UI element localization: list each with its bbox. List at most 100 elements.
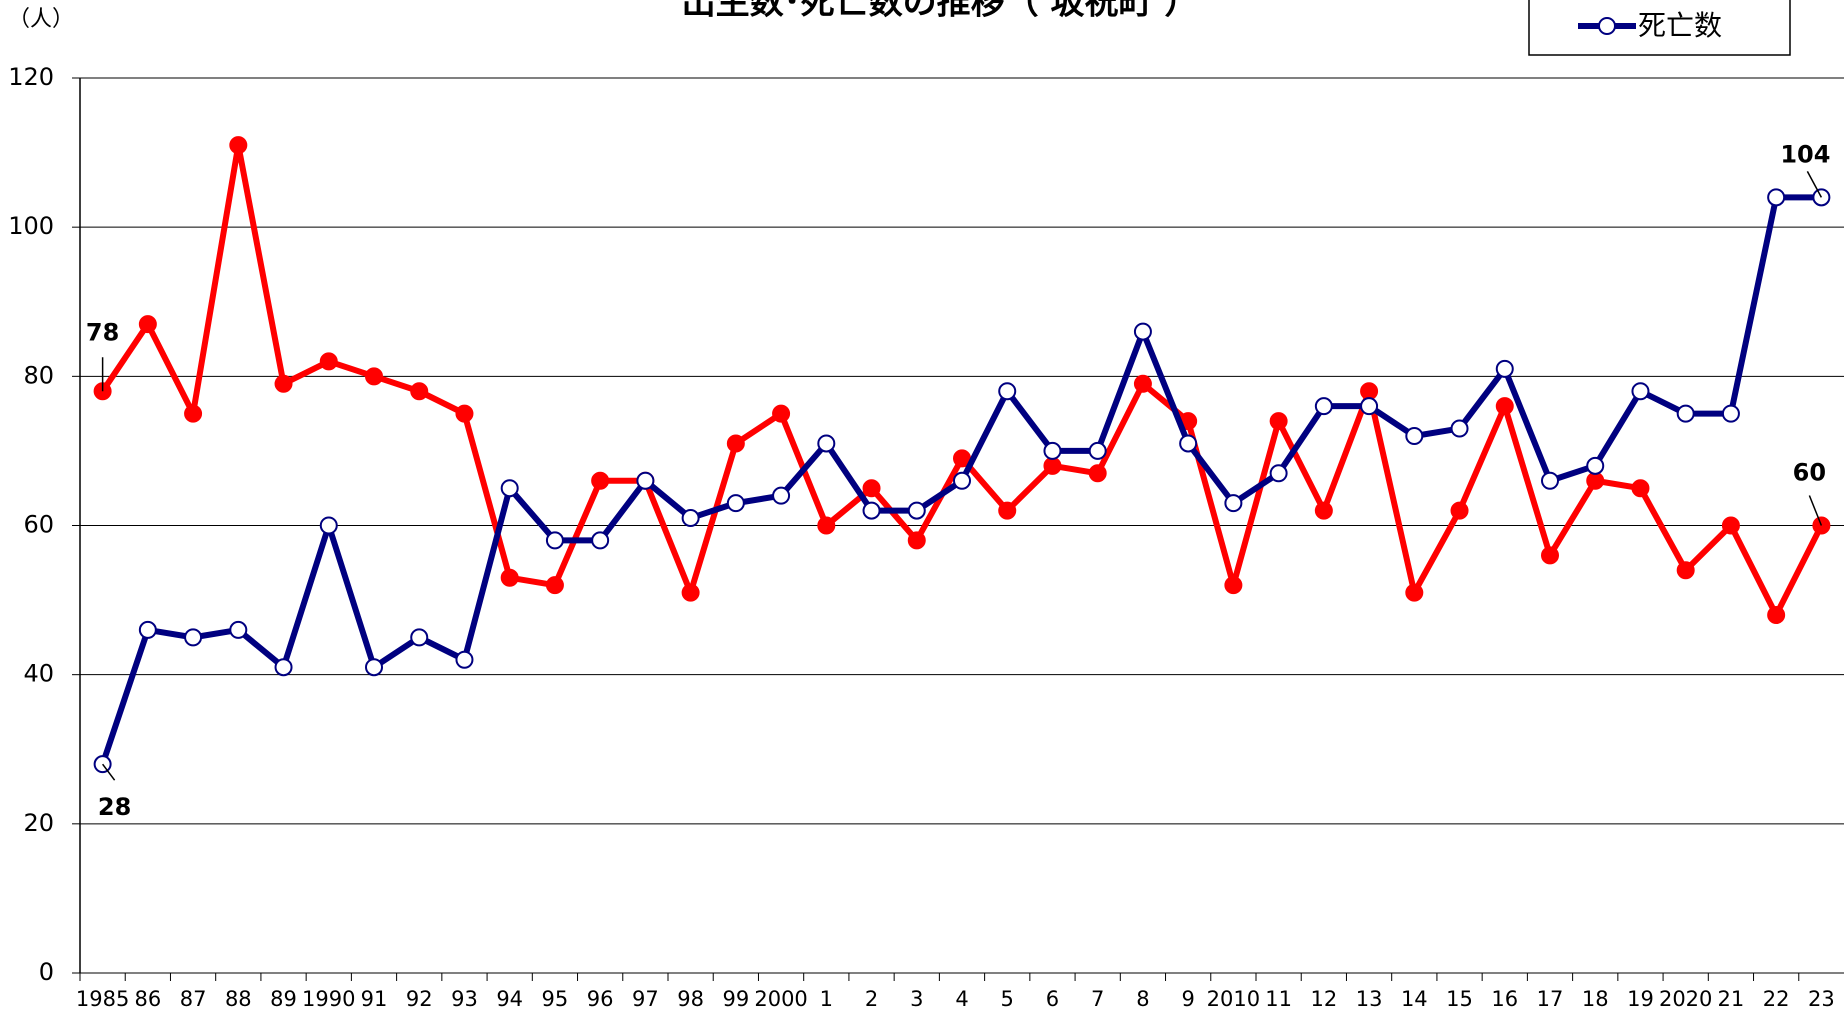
x-tick-label: 14 [1401,987,1428,1011]
marker [138,620,157,639]
marker [365,658,383,677]
marker [1450,419,1469,438]
x-tick-label: 23 [1808,987,1835,1011]
data-label: 104 [1780,140,1830,168]
marker [1179,434,1198,453]
x-tick-label: 4 [955,987,968,1011]
marker [1495,359,1514,378]
marker [1043,441,1062,460]
marker [1676,404,1695,423]
marker [319,516,338,535]
x-tick-label: 98 [677,987,704,1011]
leader-line [1808,495,1823,526]
marker [319,352,338,371]
leader-line [1806,170,1823,198]
marker [455,650,474,669]
x-tick-label: 89 [270,987,297,1011]
x-tick-label: 9 [1181,987,1194,1011]
x-tick-label: 16 [1491,987,1518,1011]
series-line [100,142,1825,618]
y-tick-label: 120 [8,63,54,91]
x-tick-label: 18 [1582,987,1609,1011]
x-tick-label: 7 [1091,987,1104,1011]
x-tick-label: 94 [496,987,523,1011]
x-tick-label: 2000 [754,987,807,1011]
marker [1767,606,1786,624]
marker [1133,322,1152,341]
marker [410,382,429,401]
data-label: 78 [86,318,119,346]
marker [726,494,745,513]
data-label: 28 [98,793,131,821]
x-tick-label: 95 [542,987,569,1011]
x-tick-label: 87 [180,987,207,1011]
marker [365,367,383,386]
marker [1360,397,1379,416]
x-tick-label: 8 [1136,987,1149,1011]
marker [1269,412,1288,431]
marker [1314,397,1333,416]
x-tick-label: 1990 [302,987,355,1011]
marker [953,471,971,490]
marker [1631,382,1650,401]
y-tick-label: 60 [23,511,54,539]
marker [1043,456,1062,475]
marker [817,434,836,453]
marker [1721,404,1740,423]
marker [184,628,203,647]
marker [1450,501,1469,520]
marker [772,486,791,505]
x-tick-label: 96 [587,987,614,1011]
marker [726,434,745,453]
marker [545,531,564,550]
marker [1088,441,1107,460]
marker [862,501,881,520]
x-tick-label: 99 [722,987,749,1011]
x-tick-label: 2 [865,987,878,1011]
marker [500,568,519,587]
x-tick-label: 3 [910,987,923,1011]
marker [1360,382,1379,401]
legend-box [1528,0,1791,56]
marker [998,382,1017,401]
marker [817,516,836,535]
x-tick-label: 97 [632,987,659,1011]
marker [681,509,700,528]
marker [998,501,1017,520]
marker [591,531,610,550]
marker [1224,576,1243,595]
marker [907,531,926,550]
marker [862,479,881,498]
marker [1541,471,1559,490]
marker [1586,471,1605,490]
x-tick-label: 1 [820,987,833,1011]
marker [500,479,519,498]
marker [681,583,700,602]
x-tick-label: 1985 [76,987,129,1011]
marker [1541,546,1559,565]
x-tick-label: 93 [451,987,478,1011]
x-tick-label: 86 [134,987,161,1011]
marker [1676,561,1695,580]
x-tick-label: 22 [1763,987,1790,1011]
marker [410,628,429,647]
x-tick-label: 21 [1718,987,1745,1011]
x-tick-label: 17 [1537,987,1564,1011]
marker [1767,188,1786,207]
x-tick-label: 92 [406,987,433,1011]
legend-marker [1598,17,1616,35]
x-tick-label: 11 [1265,987,1292,1011]
marker [1495,397,1514,416]
marker [772,404,791,423]
y-tick-label: 20 [23,809,54,837]
y-tick-label: 100 [8,212,54,240]
leader-line [102,763,116,781]
marker [1224,494,1243,513]
marker [229,136,248,155]
x-tick-label: 19 [1627,987,1654,1011]
marker [545,576,564,595]
x-tick-label: 2010 [1207,987,1260,1011]
marker [1721,516,1740,535]
x-tick-label: 5 [1001,987,1014,1011]
